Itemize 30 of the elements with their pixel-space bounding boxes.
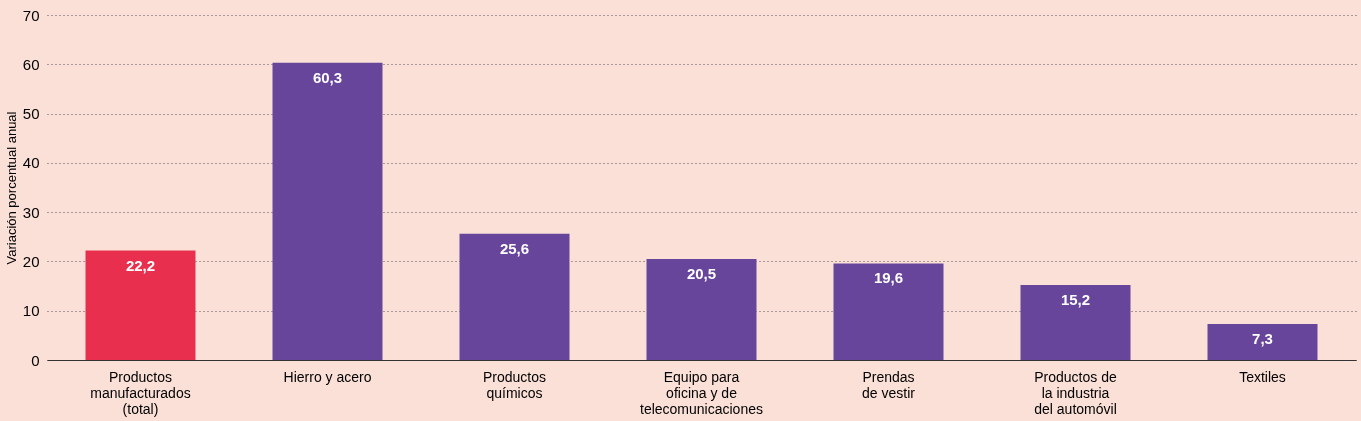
bar [272, 62, 383, 360]
y-tick-label: 60 [22, 55, 40, 73]
bar [1207, 324, 1318, 360]
data-label: 19,6 [873, 269, 904, 287]
x-tick-label: Textiles [1239, 368, 1286, 385]
data-label: 22,2 [125, 256, 156, 274]
x-tick-label: Productos manufacturados (total) [90, 368, 191, 417]
y-tick-label: 20 [22, 252, 40, 270]
y-tick-label: 0 [31, 351, 40, 369]
data-label: 15,2 [1060, 291, 1091, 309]
data-label: 25,6 [499, 239, 530, 257]
x-tick-label: Productos de la industria del automóvil [1034, 368, 1117, 417]
y-tick-label: 40 [22, 154, 40, 172]
x-tick-label: Productos químicos [482, 368, 547, 401]
bar [85, 250, 196, 360]
bar [1020, 285, 1131, 360]
bar [646, 258, 757, 360]
y-tick-label: 50 [22, 105, 40, 123]
bar [833, 263, 944, 360]
data-label: 7,3 [1252, 330, 1273, 348]
x-tick-label: Equipo para oficina y de telecomunicaciones [640, 368, 763, 417]
x-tick-label: Hierro y acero [283, 368, 372, 385]
data-label: 60,3 [312, 68, 343, 86]
x-tick-label: Prendas de vestir [862, 368, 916, 401]
y-axis-title: Variación porcentual anual [3, 111, 19, 265]
y-tick-label: 70 [22, 6, 40, 24]
bar [459, 233, 570, 360]
y-tick-label: 30 [22, 203, 40, 221]
y-tick-label: 10 [22, 302, 40, 320]
data-label: 20,5 [686, 264, 717, 282]
